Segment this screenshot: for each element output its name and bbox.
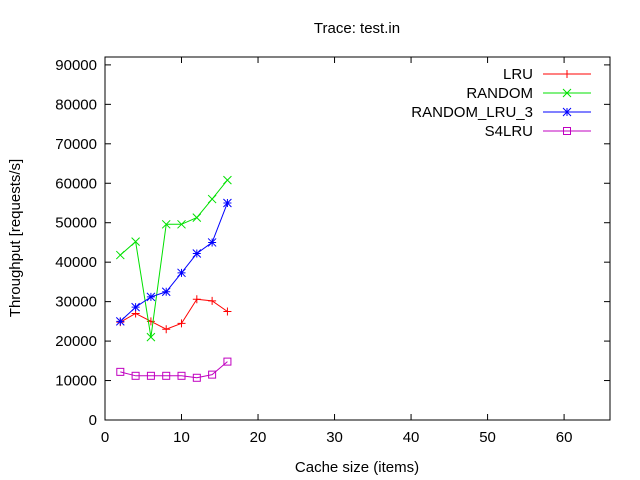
- y-tick-label: 90000: [55, 57, 97, 74]
- legend-item-random: RANDOM: [466, 85, 591, 102]
- legend: LRU RANDOM RANDOM_LRU_3 S4LRU: [411, 66, 591, 140]
- data-point-random-lru-3: [223, 198, 232, 208]
- x-tick-label: 60: [556, 429, 573, 446]
- legend-label: RANDOM_LRU_3: [411, 104, 533, 121]
- legend-marker: [563, 127, 571, 135]
- data-point-s4lru: [162, 371, 171, 380]
- x-axis-label: Cache size (items): [295, 459, 419, 476]
- legend-marker: [563, 70, 571, 78]
- series-random: [115, 175, 232, 342]
- y-tick-label: 30000: [55, 294, 97, 311]
- chart-title: Trace: test.in: [314, 20, 400, 37]
- legend-label: RANDOM: [466, 85, 533, 102]
- data-point-random-lru-3: [146, 292, 156, 302]
- x-tick-label: 30: [326, 429, 343, 446]
- data-point-s4lru: [116, 367, 125, 376]
- data-point-s4lru: [223, 357, 232, 366]
- data-point-lru: [208, 296, 217, 305]
- y-tick-label: 80000: [55, 96, 97, 113]
- legend-label: S4LRU: [485, 123, 533, 140]
- data-point-random: [223, 175, 232, 185]
- x-tick-label: 0: [101, 429, 109, 446]
- x-tick-label: 50: [479, 429, 496, 446]
- legend-label: LRU: [503, 66, 533, 83]
- series-s4lru: [116, 357, 232, 382]
- data-point-random: [146, 332, 156, 342]
- series-line-lru: [120, 298, 228, 330]
- y-tick-label: 20000: [55, 333, 97, 350]
- data-point-lru: [192, 295, 201, 304]
- data-point-random: [177, 219, 186, 229]
- series-random-lru-3: [115, 198, 232, 326]
- data-point-random-lru-3: [161, 287, 171, 297]
- data-point-s4lru: [177, 371, 186, 380]
- data-point-s4lru: [208, 370, 217, 379]
- data-point-lru: [223, 307, 232, 316]
- legend-item-lru: LRU: [503, 66, 591, 83]
- data-point-lru: [177, 319, 186, 328]
- data-point-random: [192, 213, 202, 222]
- y-tick-label: 50000: [55, 215, 97, 232]
- data-point-random: [207, 194, 217, 204]
- series-line-s4lru: [120, 361, 228, 379]
- data-point-lru: [162, 325, 171, 334]
- x-tick-label: 20: [250, 429, 267, 446]
- legend-item-s4lru: S4LRU: [485, 123, 591, 140]
- data-point-random: [131, 237, 140, 247]
- data-point-s4lru: [146, 371, 155, 380]
- y-axis: 0 10000 20000 30000 40000 50000 60000 70000 8000…: [55, 57, 610, 429]
- legend-marker: [562, 107, 572, 117]
- series-layer: [115, 175, 232, 382]
- y-axis-label: Throughput [requests/s]: [7, 159, 24, 317]
- y-tick-label: 70000: [55, 136, 97, 153]
- data-point-random: [115, 250, 125, 260]
- y-tick-label: 0: [89, 412, 97, 429]
- data-point-random-lru-3: [177, 268, 186, 278]
- data-point-random-lru-3: [115, 317, 125, 326]
- legend-marker: [562, 88, 572, 98]
- y-tick-label: 40000: [55, 254, 97, 271]
- series-line-random-lru-3: [119, 202, 228, 322]
- x-tick-label: 10: [173, 429, 190, 446]
- legend-item-random-lru-3: RANDOM_LRU_3: [411, 104, 591, 121]
- series-lru: [116, 295, 232, 334]
- data-point-random-lru-3: [192, 249, 202, 258]
- data-point-random: [161, 219, 171, 229]
- plot-frame: [104, 56, 611, 421]
- y-tick-label: 60000: [55, 175, 97, 192]
- y-tick-label: 10000: [55, 373, 97, 390]
- data-point-random-lru-3: [207, 238, 217, 247]
- data-point-s4lru: [192, 373, 201, 382]
- data-point-random-lru-3: [131, 302, 140, 312]
- x-axis: 0 10 20 30 40 50 60: [101, 57, 573, 446]
- x-tick-label: 40: [403, 429, 420, 446]
- data-point-s4lru: [131, 371, 140, 380]
